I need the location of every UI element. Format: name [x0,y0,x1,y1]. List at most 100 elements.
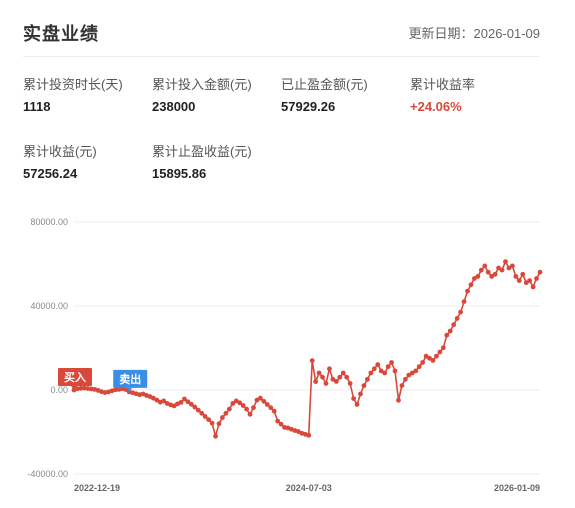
data-point [492,271,498,277]
data-point [427,355,432,361]
data-point [347,381,353,386]
update-label: 更新日期： [408,26,474,41]
data-point [220,415,225,420]
data-point [496,265,501,271]
data-point [354,402,360,407]
x-tick-label: 2026-01-09 [494,483,540,493]
stat-label: 累计止盈收益(元) [152,144,252,159]
data-point [368,370,374,376]
data-point [537,269,543,275]
data-point [440,345,446,351]
stat-value: 238000 [152,99,196,114]
data-point [188,401,194,407]
data-point [447,328,453,334]
data-point [413,368,419,374]
data-point [330,376,336,382]
data-point [226,406,232,412]
stat-label: 累计收益率 [410,77,476,92]
data-point [358,391,363,397]
data-point [171,403,177,409]
data-point [247,411,253,417]
data-point [371,366,377,372]
data-point [520,271,526,277]
x-tick-label: 2022-12-19 [74,483,120,493]
sell-marker-label: 卖出 [119,372,141,386]
data-point [206,417,212,423]
data-point [472,276,477,281]
data-point [516,278,522,283]
series-line [73,259,541,440]
data-point [461,299,467,304]
data-point [468,282,474,288]
data-point [409,370,415,376]
data-point [503,259,508,265]
page-title: 实盘业绩 [23,24,99,44]
data-point [482,263,488,269]
data-point [509,263,515,269]
data-point [251,405,256,411]
data-point [268,405,274,411]
data-point [420,360,426,365]
data-point [392,368,398,374]
data-point [316,370,322,376]
data-point [78,385,84,391]
data-point [402,376,408,382]
data-point [237,400,243,406]
stat-take-profit-gain: 累计止盈收益(元) 15895.86 [152,141,252,181]
data-point [416,364,422,370]
marker-pointer [126,387,133,392]
data-point [309,358,315,363]
data-point [209,420,215,426]
update-date: 更新日期：2026-01-09 [408,23,540,42]
data-point [327,366,332,372]
data-point [320,374,325,380]
data-point [202,414,208,419]
data-point [340,370,346,376]
data-point [154,397,160,403]
data-point [513,273,519,279]
data-point [351,396,356,402]
data-point [258,395,263,401]
data-point [423,353,429,359]
data-point [323,381,329,386]
data-point [534,276,539,281]
stat-value: 57256.24 [23,166,78,181]
data-point [185,399,191,405]
stat-total-invested: 累计投入金额(元) 238000 [152,74,252,114]
marker-pointer [71,386,77,390]
data-point [434,353,439,359]
y-tick-label: 40000.00 [30,301,68,311]
buy-marker-label: 买入 [64,371,86,384]
x-tick-label: 2024-07-03 [286,483,332,493]
stat-label: 已止盈金额(元) [281,77,368,92]
stat-value: 1118 [23,99,51,114]
sell-marker-tag [113,369,148,388]
data-point [523,280,529,286]
data-point [451,322,457,328]
data-point [437,349,443,355]
stat-value: +24.06% [410,99,462,114]
data-point [337,374,343,380]
data-point [399,383,405,388]
data-point [382,370,388,376]
data-point [230,401,236,406]
stat-label: 累计收益(元) [23,144,97,159]
data-point [475,273,481,279]
data-point [389,360,394,365]
data-point [240,403,246,408]
stat-value: 57929.26 [281,99,336,114]
stat-return-rate: 累计收益率 +24.06% [410,74,475,114]
data-point [527,278,533,283]
data-point [396,397,401,403]
stat-label: 累计投入金额(元) [152,77,252,92]
data-point [306,432,312,438]
data-point [178,399,184,405]
y-tick-label: -40000.00 [27,469,68,479]
data-point [275,418,281,424]
data-point [378,368,384,374]
stat-total-gain: 累计收益(元) 57256.24 [23,141,97,181]
data-point [261,398,267,404]
data-point [465,288,470,294]
data-point [313,379,319,384]
